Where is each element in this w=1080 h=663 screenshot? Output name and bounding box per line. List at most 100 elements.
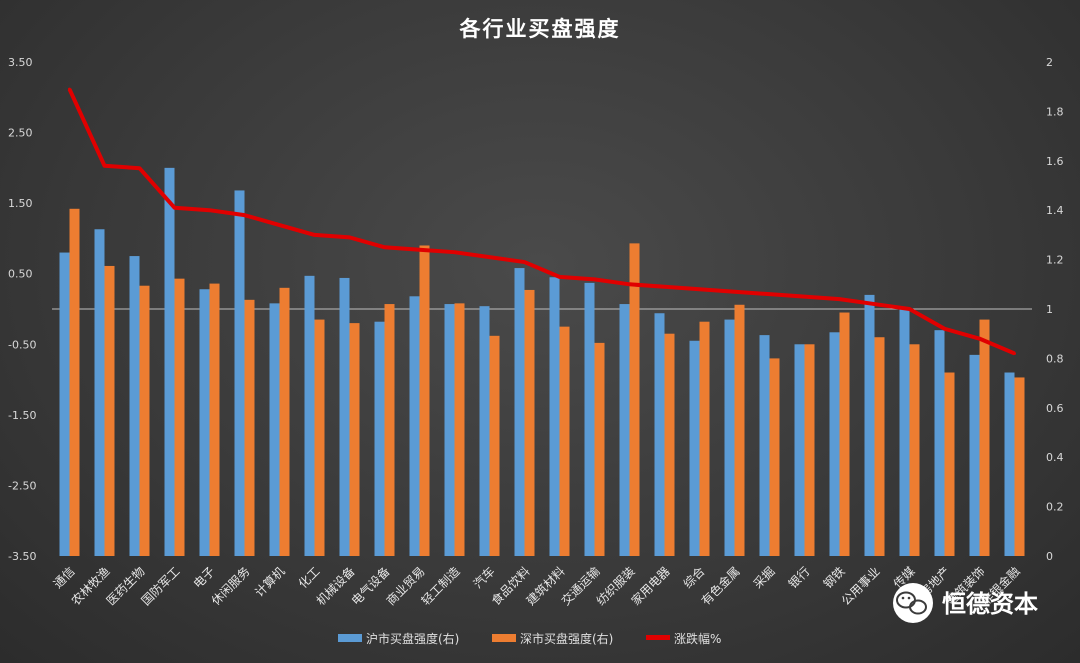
legend-swatch <box>492 634 516 642</box>
change-point <box>348 235 351 239</box>
right-tick-label: 0.4 <box>1046 451 1064 464</box>
sh-bar <box>304 275 315 556</box>
legend-swatch <box>338 634 362 642</box>
sh-bar <box>199 289 210 556</box>
change-point <box>838 297 841 301</box>
sh-bar <box>549 277 560 556</box>
change-point <box>873 302 876 306</box>
sh-bar <box>934 330 945 556</box>
sh-bar <box>164 167 175 556</box>
category-label: 有色金属 <box>698 564 743 609</box>
change-point <box>943 327 946 331</box>
change-point <box>768 292 771 296</box>
left-tick-label: -0.50 <box>8 338 36 351</box>
sh-bar <box>409 296 420 556</box>
category-label: 综合 <box>680 564 708 592</box>
category-label: 轻工制造 <box>419 564 463 608</box>
bar-series <box>59 167 1025 557</box>
sh-bar <box>1004 372 1015 556</box>
sz-bar <box>419 245 430 556</box>
sz-bar <box>559 326 570 556</box>
category-label: 家用电器 <box>628 564 673 609</box>
sh-bar <box>339 277 350 556</box>
sh-bar <box>129 256 140 556</box>
legend-label: 沪市买盘强度(右) <box>366 631 459 646</box>
right-axis: 2 1.8 1.6 1.4 1.2 1 0.8 0.6 0.4 0.2 0 <box>1046 56 1064 563</box>
sz-bar <box>874 337 885 556</box>
left-tick-label: -3.50 <box>8 550 36 563</box>
legend-label: 深市买盘强度(右) <box>520 631 613 646</box>
sz-bar <box>314 319 325 556</box>
sh-bar <box>794 344 805 556</box>
sh-bar <box>619 304 630 556</box>
sh-bar <box>514 268 525 556</box>
change-point <box>453 250 456 254</box>
change-point <box>278 223 281 227</box>
sz-bar <box>664 333 675 556</box>
sh-bar <box>829 332 840 556</box>
right-tick-label: 0.2 <box>1046 501 1064 514</box>
change-point <box>628 282 631 286</box>
sz-bar <box>384 304 395 556</box>
left-axis: 3.50 2.50 1.50 0.50 -0.50 -1.50 -2.50 -3.50 <box>8 56 36 563</box>
left-tick-label: 3.50 <box>8 56 33 69</box>
category-label: 计算机 <box>252 564 288 600</box>
right-tick-label: 0.8 <box>1046 352 1064 365</box>
change-point <box>418 248 421 252</box>
sz-bar <box>174 278 185 556</box>
sh-bar <box>724 319 735 556</box>
right-tick-label: 1 <box>1046 303 1053 316</box>
change-point <box>173 206 176 210</box>
category-label: 国防军工 <box>138 564 183 609</box>
legend-label: 涨跌幅% <box>674 631 721 646</box>
watermark: 恒德资本 <box>893 583 1038 623</box>
sh-bar <box>59 252 70 557</box>
sz-bar <box>594 342 605 556</box>
left-tick-label: 2.50 <box>8 127 33 140</box>
change-point <box>1013 351 1016 355</box>
legend-swatch <box>646 635 670 640</box>
category-label: 通信 <box>51 564 78 591</box>
sz-bar <box>209 283 220 556</box>
sh-bar <box>374 321 385 556</box>
category-label: 银行 <box>786 564 813 591</box>
sh-bar <box>94 229 105 557</box>
sz-bar <box>524 289 535 556</box>
sh-bar <box>969 354 980 556</box>
right-tick-label: 1.8 <box>1046 105 1064 118</box>
category-label: 汽车 <box>470 564 498 592</box>
wechat-icon <box>893 583 933 623</box>
change-point <box>978 337 981 341</box>
sz-bar <box>629 243 640 556</box>
change-point <box>803 295 806 299</box>
right-tick-label: 1.6 <box>1046 155 1064 168</box>
sz-bar <box>804 344 815 556</box>
sz-bar <box>489 335 500 556</box>
sz-bar <box>769 358 780 556</box>
left-tick-label: 1.50 <box>8 197 33 210</box>
sh-bar <box>899 309 910 556</box>
watermark-text: 恒德资本 <box>942 590 1038 618</box>
sh-bar <box>654 313 665 556</box>
change-point <box>103 164 106 168</box>
category-label: 电子 <box>191 564 218 591</box>
sz-bar <box>279 287 290 556</box>
sh-bar <box>234 190 245 556</box>
change-point <box>313 233 316 237</box>
category-label: 休闲服务 <box>208 564 253 609</box>
sz-bar <box>839 312 850 556</box>
change-point <box>733 290 736 294</box>
sh-bar <box>479 306 490 556</box>
left-tick-label: 0.50 <box>8 268 33 281</box>
change-point <box>208 208 211 212</box>
sz-bar <box>139 285 150 556</box>
sh-bar <box>759 335 770 556</box>
sz-bar <box>979 319 990 556</box>
chart-title: 各行业买盘强度 <box>459 17 621 41</box>
sz-bar <box>944 372 955 556</box>
right-tick-label: 1.4 <box>1046 204 1064 217</box>
legend: 沪市买盘强度(右) 深市买盘强度(右) 涨跌幅% <box>338 631 721 646</box>
change-point <box>698 287 701 291</box>
